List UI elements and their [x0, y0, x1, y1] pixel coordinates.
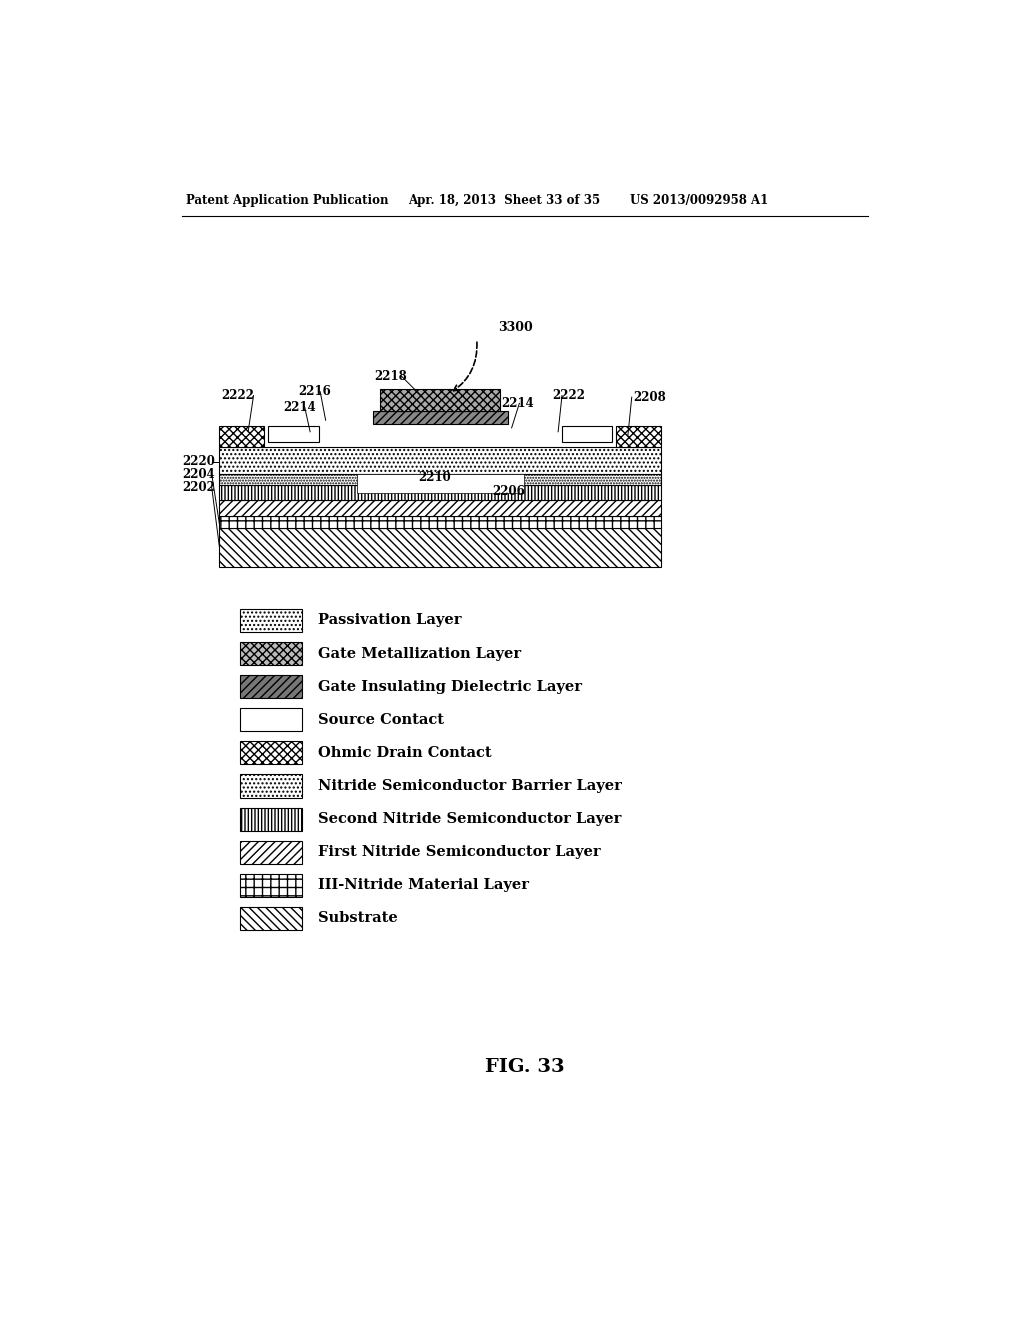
- Text: Patent Application Publication: Patent Application Publication: [186, 194, 389, 207]
- Text: Apr. 18, 2013  Sheet 33 of 35: Apr. 18, 2013 Sheet 33 of 35: [409, 194, 601, 207]
- Bar: [373, 411, 508, 424]
- Text: 2222: 2222: [221, 389, 254, 403]
- Text: 2220: 2220: [182, 455, 215, 469]
- Text: 2218: 2218: [375, 370, 408, 383]
- Bar: [241, 675, 302, 698]
- Bar: [268, 426, 318, 442]
- Text: 2222: 2222: [553, 389, 586, 403]
- Bar: [219, 474, 662, 484]
- Text: Substrate: Substrate: [317, 911, 397, 925]
- Text: First Nitride Semiconductor Layer: First Nitride Semiconductor Layer: [317, 845, 600, 859]
- Bar: [219, 516, 662, 528]
- Text: Ohmic Drain Contact: Ohmic Drain Contact: [317, 746, 492, 760]
- Text: 2206: 2206: [493, 484, 525, 498]
- Bar: [219, 528, 662, 566]
- Bar: [241, 907, 302, 929]
- Text: 2210: 2210: [419, 471, 452, 484]
- Bar: [241, 609, 302, 632]
- Text: 2202: 2202: [182, 480, 215, 494]
- Text: US 2013/0092958 A1: US 2013/0092958 A1: [630, 194, 768, 207]
- Text: Gate Insulating Dielectric Layer: Gate Insulating Dielectric Layer: [317, 680, 582, 693]
- Bar: [241, 841, 302, 863]
- Bar: [241, 708, 302, 731]
- Bar: [241, 808, 302, 830]
- Bar: [241, 775, 302, 797]
- Text: Nitride Semiconductor Barrier Layer: Nitride Semiconductor Barrier Layer: [317, 779, 622, 793]
- Bar: [241, 742, 302, 764]
- Text: 2214: 2214: [502, 397, 535, 409]
- Bar: [219, 447, 662, 474]
- Text: 2216: 2216: [299, 385, 331, 399]
- Bar: [380, 389, 501, 411]
- Text: 2208: 2208: [633, 391, 666, 404]
- Text: 3300: 3300: [499, 321, 534, 334]
- Bar: [219, 484, 662, 500]
- Text: Source Contact: Source Contact: [317, 713, 443, 727]
- Bar: [616, 426, 662, 447]
- Text: III-Nitride Material Layer: III-Nitride Material Layer: [317, 878, 528, 892]
- Bar: [357, 474, 523, 492]
- Text: FIG. 33: FIG. 33: [485, 1059, 564, 1076]
- Bar: [219, 426, 264, 447]
- Bar: [241, 642, 302, 665]
- Bar: [241, 874, 302, 896]
- Text: Passivation Layer: Passivation Layer: [317, 614, 462, 627]
- Text: Gate Metallization Layer: Gate Metallization Layer: [317, 647, 521, 660]
- Bar: [562, 426, 612, 442]
- Bar: [219, 500, 662, 516]
- Text: 2214: 2214: [283, 400, 315, 413]
- Text: 2204: 2204: [182, 467, 215, 480]
- Text: Second Nitride Semiconductor Layer: Second Nitride Semiconductor Layer: [317, 812, 622, 826]
